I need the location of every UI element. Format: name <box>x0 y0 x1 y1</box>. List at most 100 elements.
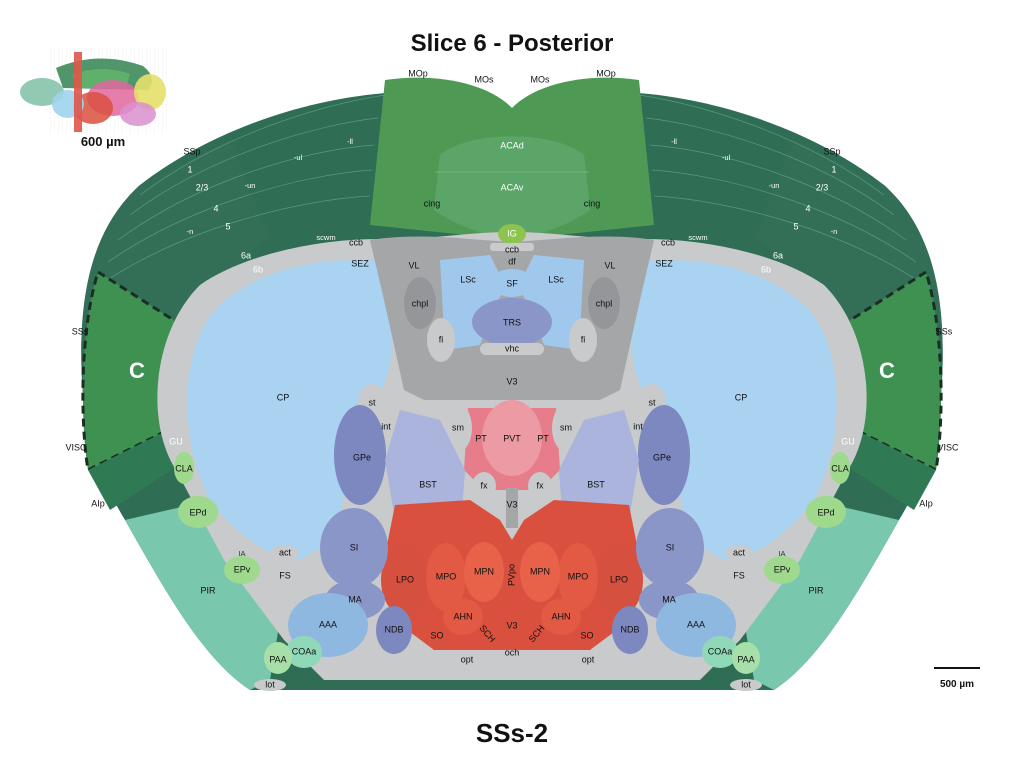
mpn-right <box>520 542 560 602</box>
label-ssp-n-left: -n <box>187 227 194 236</box>
mpo-right <box>558 543 598 611</box>
label-cing-right: cing <box>584 198 601 208</box>
lsc-right <box>519 255 584 350</box>
sm-right <box>552 404 580 452</box>
lpo-right <box>595 544 643 616</box>
label-lpo-right: LPO <box>610 574 628 584</box>
label-epv-right: EPv <box>774 564 791 574</box>
label-sss-right: SSs <box>936 326 953 336</box>
cla-left <box>174 452 194 484</box>
label-ig: IG <box>507 228 517 238</box>
label-ssp-un-right: -un <box>769 181 780 190</box>
label-ssp-layer1-left: 1 <box>187 164 192 174</box>
label-paa-right: PAA <box>737 654 754 664</box>
label-epv-left: EPv <box>234 564 251 574</box>
label-pir-right: PIR <box>808 585 824 595</box>
epd-left <box>178 496 218 528</box>
label-ia-left: IA <box>238 549 245 558</box>
label-ccb-left: ccb <box>349 237 363 247</box>
label-ma-left: MA <box>348 594 362 604</box>
label-v3-upper: V3 <box>506 376 517 386</box>
aca-region <box>434 136 590 240</box>
fi-left <box>427 318 455 362</box>
label-pir-left: PIR <box>200 585 216 595</box>
label-ssp-left: SSp <box>183 146 200 156</box>
label-cla-right: CLA <box>831 463 849 473</box>
label-ssp-layer5-right: 5 <box>793 221 798 231</box>
ahn-left <box>443 599 483 635</box>
label-coaa-left: COAa <box>292 646 317 656</box>
label-ndb-left: NDB <box>384 624 403 634</box>
label-df: df <box>508 256 516 266</box>
label-lsc-right: LSc <box>548 274 564 284</box>
mpn-left <box>464 542 504 602</box>
v3-lower <box>506 488 518 528</box>
label-sf: SF <box>506 278 518 288</box>
label-lot-right: lot <box>741 679 751 689</box>
sagittal-thumbnail <box>20 48 168 134</box>
label-cp-left: CP <box>277 392 290 402</box>
page-title: Slice 6 - Posterior <box>410 30 614 57</box>
label-pvt: PVT <box>503 433 521 443</box>
si-left <box>320 508 388 588</box>
label-ssp-layer6b-left: 6b <box>253 264 263 274</box>
label-aaa-left: AAA <box>319 619 337 629</box>
sm-left <box>444 404 472 452</box>
thumbnail-depth-label: 600 µm <box>80 134 126 149</box>
label-mpn-right: MPN <box>530 566 550 576</box>
label-chpl-right: chpl <box>596 298 613 308</box>
label-c-right: C <box>879 358 895 383</box>
paa-right <box>732 642 760 674</box>
ahn-right <box>541 599 581 635</box>
label-cla-left: CLA <box>175 463 193 473</box>
label-mop-right: MOp <box>596 68 616 78</box>
opt-right <box>533 652 581 668</box>
label-pt-right: PT <box>537 433 549 443</box>
opt-left <box>443 652 491 668</box>
label-fs-left: FS <box>279 570 291 580</box>
chpl-right <box>588 277 620 329</box>
label-ssp-layer5-left: 5 <box>225 221 230 231</box>
label-act-right: act <box>733 547 746 557</box>
label-sez-left: SEZ <box>351 258 369 268</box>
label-och: och <box>505 647 520 657</box>
label-ssp-layer6b-right: 6b <box>761 264 771 274</box>
label-visc-right: VISC <box>937 442 959 452</box>
chpl-left <box>404 277 436 329</box>
label-ssp-un-left: -un <box>245 181 256 190</box>
label-lsc-left: LSc <box>460 274 476 284</box>
ndb-right <box>612 606 648 654</box>
label-ssp-ul-left: -ul <box>294 153 303 162</box>
label-int-left: int <box>381 421 391 431</box>
epd-right <box>806 496 846 528</box>
label-ssp-layer6a-right: 6a <box>773 250 783 260</box>
label-ssp-layer4-left: 4 <box>213 203 218 213</box>
label-aip-left: AIp <box>91 498 105 508</box>
label-v3-bottom: V3 <box>506 620 517 630</box>
label-pvpo: PVpo <box>506 564 516 586</box>
label-int-right: int <box>633 421 643 431</box>
act-left <box>271 545 299 561</box>
label-c-left: C <box>129 358 145 383</box>
label-ccb-right: ccb <box>661 237 675 247</box>
label-act-left: act <box>279 547 292 557</box>
label-aaa-right: AAA <box>687 619 705 629</box>
label-sez-right: SEZ <box>655 258 673 268</box>
label-mop-left: MOp <box>408 68 428 78</box>
label-acav: ACAv <box>501 182 524 192</box>
sf-region <box>490 269 534 297</box>
cla-right <box>830 452 850 484</box>
label-mpn-left: MPN <box>474 566 494 576</box>
label-so-right: SO <box>580 630 593 640</box>
label-vl-left: VL <box>408 260 419 270</box>
label-ssp-right: SSp <box>823 146 840 156</box>
label-opt-right: opt <box>582 654 595 664</box>
label-chpl-left: chpl <box>412 298 429 308</box>
epv-right <box>764 556 800 584</box>
lsc-left <box>440 255 505 350</box>
label-ccb-center: ccb <box>505 244 519 254</box>
label-gpe-right: GPe <box>653 452 671 462</box>
label-fi-right: fi <box>581 334 586 344</box>
label-st-right: st <box>648 397 656 407</box>
epv-left <box>224 556 260 584</box>
